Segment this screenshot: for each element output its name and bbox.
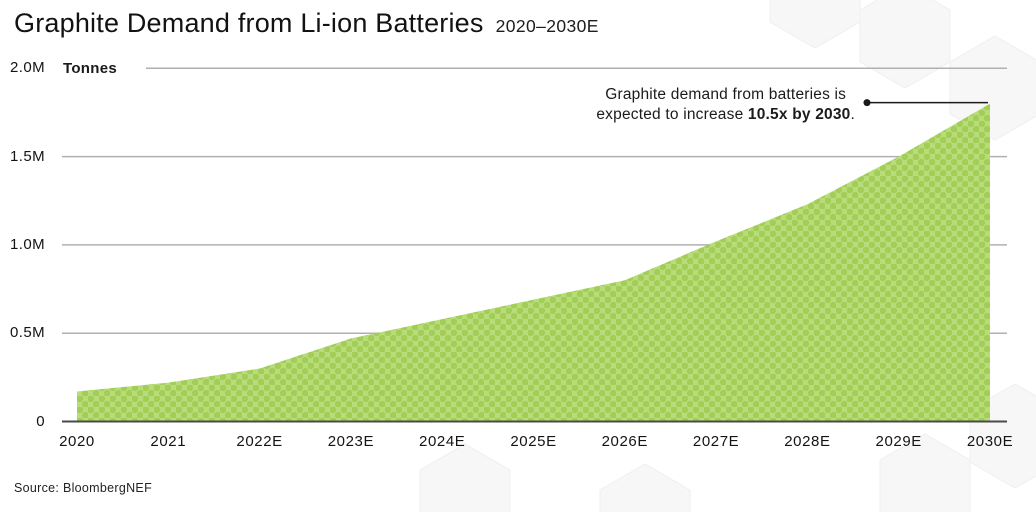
page-subtitle: 2020–2030E [495,16,599,36]
demand-area-series [77,103,990,422]
annotation-line-2: expected to increase 10.5x by 2030. [596,105,855,123]
source-credit: Source: BloombergNEF [14,481,153,495]
annotation-line-1: Graphite demand from batteries is [605,86,847,103]
annotation-bold-text: 10.5x by 2030 [747,105,851,123]
y-axis-unit-label: Tonnes [63,60,118,77]
chart-header: Graphite Demand from Li-ion Batteries 20… [14,8,599,39]
annotation-pointer-dot [863,99,871,107]
chart-annotation: Graphite demand from batteries is expect… [596,85,855,124]
page-title: Graphite Demand from Li-ion Batteries [14,8,484,38]
